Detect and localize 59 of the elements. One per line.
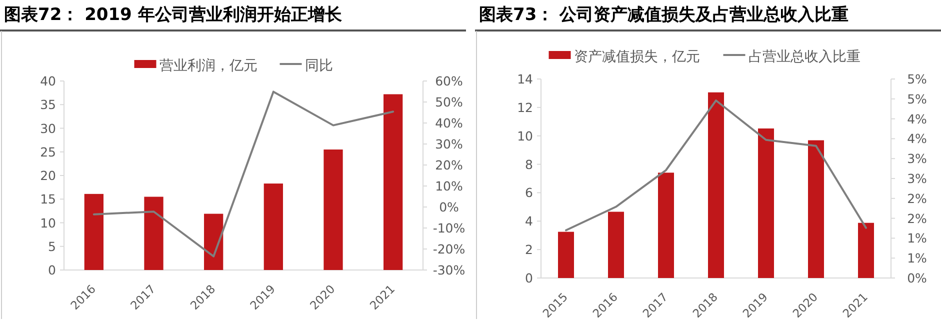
y-tick-label: 6 xyxy=(525,185,534,200)
bar xyxy=(324,150,343,270)
bar xyxy=(608,212,624,278)
y2-tick-label: 1% xyxy=(907,250,928,266)
y-tick-label: 10 xyxy=(40,215,56,230)
y2-tick-label: 40% xyxy=(435,116,464,130)
bar xyxy=(144,196,164,270)
chart-title: 图表73： 公司资产减值损失及占营业总收入比重 xyxy=(479,5,849,25)
line-series xyxy=(565,99,867,232)
y2-tick-label: -10% xyxy=(432,220,466,236)
bar xyxy=(384,94,403,270)
y-tick-label: 0 xyxy=(525,270,534,286)
bar xyxy=(204,214,224,270)
y2-tick-label: 4% xyxy=(907,131,928,146)
y2-tick-label: 1% xyxy=(907,230,928,246)
bar xyxy=(708,92,724,278)
y2-tick-label: 0% xyxy=(907,270,928,286)
y2-tick-label: 5% xyxy=(907,72,928,86)
y2-tick-label: 20% xyxy=(435,158,464,172)
bar xyxy=(808,140,824,278)
y2-tick-label: 50% xyxy=(435,94,464,110)
y-tick-label: 40 xyxy=(40,74,56,88)
bar xyxy=(84,194,104,270)
y2-tick-label: 10% xyxy=(435,178,464,194)
y-tick-label: 12 xyxy=(517,100,533,115)
bar xyxy=(758,128,774,278)
y-tick-label: 2 xyxy=(525,242,533,258)
y-tick-label: 30 xyxy=(40,120,56,136)
y-tick-label: 5 xyxy=(48,238,56,254)
legend-label: 营业利润，亿元 xyxy=(159,58,258,74)
legend-label: 资产减值损失，亿元 xyxy=(574,49,700,65)
y2-tick-label: 4% xyxy=(907,111,928,126)
line-series xyxy=(92,90,394,258)
y2-tick-label: 3% xyxy=(907,171,928,186)
bar xyxy=(558,232,574,278)
y-tick-label: 10 xyxy=(517,128,534,144)
y-tick-label: 20 xyxy=(40,168,56,183)
y2-tick-label: -30% xyxy=(432,262,466,278)
y2-tick-label: 2% xyxy=(907,190,928,206)
bar xyxy=(858,222,874,278)
chart-title: 图表72： 2019 年公司营业利润开始正增长 xyxy=(4,5,343,25)
y-tick-label: 25 xyxy=(40,144,56,160)
y2-tick-label: 60% xyxy=(435,74,464,88)
y2-tick-label: -20% xyxy=(432,242,466,256)
bar xyxy=(658,172,674,278)
legend-label: 同比 xyxy=(304,58,333,74)
y-tick-label: 4 xyxy=(525,214,534,229)
y2-tick-label: 0% xyxy=(439,200,460,214)
y-tick-label: 15 xyxy=(40,192,56,207)
y2-tick-label: 2% xyxy=(907,210,928,226)
y2-tick-label: 3% xyxy=(907,151,928,166)
legend-label: 占营业总收入比重 xyxy=(748,49,860,65)
bar xyxy=(264,184,283,270)
y2-tick-label: 5% xyxy=(907,91,928,106)
y-tick-label: 8 xyxy=(525,156,534,172)
y-tick-label: 35 xyxy=(40,97,56,112)
y-tick-label: 14 xyxy=(517,72,534,86)
y-tick-label: 0 xyxy=(48,262,56,278)
y2-tick-label: 30% xyxy=(435,136,464,152)
